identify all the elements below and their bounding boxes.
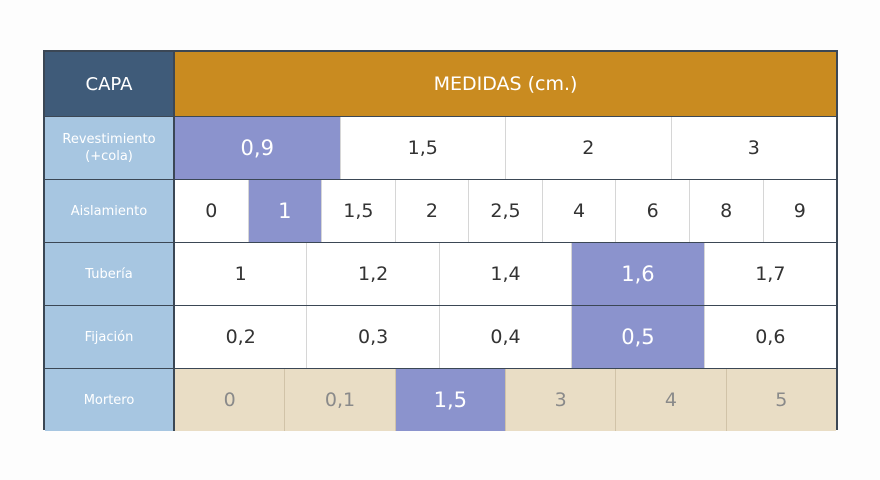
- cell: 3: [504, 369, 616, 431]
- table-row: Fijación 0,2 0,3 0,4 0,5 0,6: [45, 305, 836, 368]
- cell: 1,7: [703, 243, 836, 305]
- cell: 9: [762, 180, 837, 242]
- cell: 0: [205, 200, 218, 222]
- row-label-line: Fijación: [84, 329, 134, 345]
- cell: 0,3: [306, 306, 438, 368]
- selected-cell: 1: [247, 180, 322, 242]
- cell: 0,1: [284, 369, 395, 431]
- row-label: Fijación: [45, 306, 175, 368]
- row-cells: 0 0,1 1,5 3 4 5: [175, 369, 836, 431]
- selected-cell: 0,9: [175, 117, 340, 179]
- cell: 3: [670, 117, 837, 179]
- cell: 1: [234, 263, 247, 285]
- row-cells: 0,9 1,5 2 3: [175, 117, 836, 179]
- table-row: Tubería 1 1,2 1,4 1,6 1,7: [45, 242, 836, 305]
- cell: 4: [615, 369, 726, 431]
- cell: 6: [615, 180, 689, 242]
- layer-header: CAPA: [45, 52, 175, 116]
- cell: 0,4: [438, 306, 571, 368]
- selected-cell: 1,5: [394, 369, 505, 431]
- table-row: Revestimiento (+cola) 0,9 1,5 2 3: [45, 116, 836, 179]
- measures-table: CAPA MEDIDAS (cm.) Revestimiento (+cola) 0…: [43, 50, 838, 431]
- row-label-line: Revestimiento: [62, 132, 156, 147]
- row-cells: 0,2 0,3 0,4 0,5 0,6: [175, 306, 836, 368]
- cell: 0,2: [225, 326, 256, 348]
- cell: 5: [725, 369, 836, 431]
- measures-header: MEDIDAS (cm.): [175, 52, 836, 116]
- selected-cell: 0,5: [571, 306, 704, 368]
- table-row: Mortero 0 0,1 1,5 3 4 5: [45, 368, 836, 431]
- cell: 1,2: [306, 243, 438, 305]
- row-label-line: Aislamiento: [70, 203, 148, 219]
- row-label-line: (+cola): [85, 149, 133, 164]
- cell: 0: [175, 369, 285, 431]
- header-row: CAPA MEDIDAS (cm.): [45, 52, 836, 116]
- selected-cell: 1,6: [571, 243, 704, 305]
- row-cells: 0 1 1,5 2 2,5 4 6 8 9: [175, 180, 836, 242]
- row-label-line: Tubería: [85, 266, 133, 282]
- cell: 2: [394, 180, 469, 242]
- cell: 4: [541, 180, 616, 242]
- cell: 0,6: [703, 306, 836, 368]
- cell: 1,5: [321, 180, 395, 242]
- row-label: Aislamiento: [45, 180, 175, 242]
- cell: 1,5: [339, 117, 506, 179]
- row-label: Mortero: [45, 369, 175, 431]
- cell: 2,5: [468, 180, 542, 242]
- row-label: Revestimiento (+cola): [45, 117, 175, 179]
- cell: 1,4: [438, 243, 571, 305]
- table-row: Aislamiento 0 1 1,5 2 2,5 4 6 8 9: [45, 179, 836, 242]
- cell: 2: [505, 117, 671, 179]
- row-label: Tubería: [45, 243, 175, 305]
- row-cells: 1 1,2 1,4 1,6 1,7: [175, 243, 836, 305]
- row-label-line: Mortero: [83, 392, 135, 408]
- cell: 8: [688, 180, 763, 242]
